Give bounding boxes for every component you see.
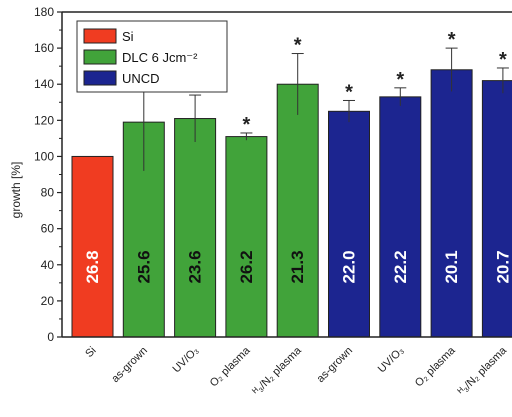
y-tick-label: 80 xyxy=(41,186,55,200)
x-tick-label: UV/O₃ xyxy=(376,345,407,376)
legend-swatch xyxy=(83,49,117,65)
legend-label: DLC 6 Jcm⁻² xyxy=(122,50,198,65)
bar-value-label: 26.8 xyxy=(83,250,102,283)
bar xyxy=(430,69,473,338)
x-tick-label: O₂ plasma xyxy=(413,344,458,389)
bar xyxy=(379,96,422,338)
bar xyxy=(71,155,114,338)
y-tick-label: 100 xyxy=(34,149,54,163)
significance-marker: * xyxy=(294,35,302,57)
y-tick-label: 40 xyxy=(41,258,55,272)
significance-marker: * xyxy=(243,114,251,136)
bar-value-label: 22.0 xyxy=(340,250,359,283)
bar xyxy=(174,118,217,338)
bar-value-label: 26.2 xyxy=(237,250,256,283)
legend-label: Si xyxy=(122,29,134,44)
y-axis-label: growth [%] xyxy=(9,162,23,219)
y-tick-label: 60 xyxy=(41,222,55,236)
legend-swatch xyxy=(83,28,117,44)
bar-value-label: 21.3 xyxy=(288,250,307,283)
x-tick-label: ᴴ₃/N₂ plasma xyxy=(456,344,510,398)
legend-swatch xyxy=(83,70,117,86)
bar-value-label: 23.6 xyxy=(186,250,205,283)
significance-marker: * xyxy=(396,69,404,91)
significance-marker: * xyxy=(345,81,353,103)
bar-value-label: 22.2 xyxy=(391,250,410,283)
bar xyxy=(225,136,268,338)
x-tick-label: as-grown xyxy=(315,345,355,385)
bar-value-label: 20.1 xyxy=(442,250,461,283)
y-tick-label: 20 xyxy=(41,294,55,308)
y-tick-label: 160 xyxy=(34,41,54,55)
legend-label: UNCD xyxy=(122,71,160,86)
significance-marker: * xyxy=(448,29,456,51)
y-tick-label: 0 xyxy=(47,330,54,344)
significance-marker: * xyxy=(499,49,507,71)
x-tick-label: O₂ plasma xyxy=(208,344,253,389)
y-tick-label: 140 xyxy=(34,77,54,91)
y-tick-label: 180 xyxy=(34,5,54,19)
bar-value-label: 25.6 xyxy=(134,250,153,283)
bar xyxy=(328,110,370,338)
y-tick-label: 120 xyxy=(34,113,54,127)
x-tick-label: UV/O₃ xyxy=(171,345,202,376)
bar-value-label: 20.7 xyxy=(493,250,512,283)
x-tick-label: Si xyxy=(83,345,98,360)
bar xyxy=(276,83,319,338)
x-tick-label: ᴴ₃/N₂ plasma xyxy=(251,344,305,398)
x-tick-label: as-grown xyxy=(109,345,149,385)
bar xyxy=(481,80,512,338)
